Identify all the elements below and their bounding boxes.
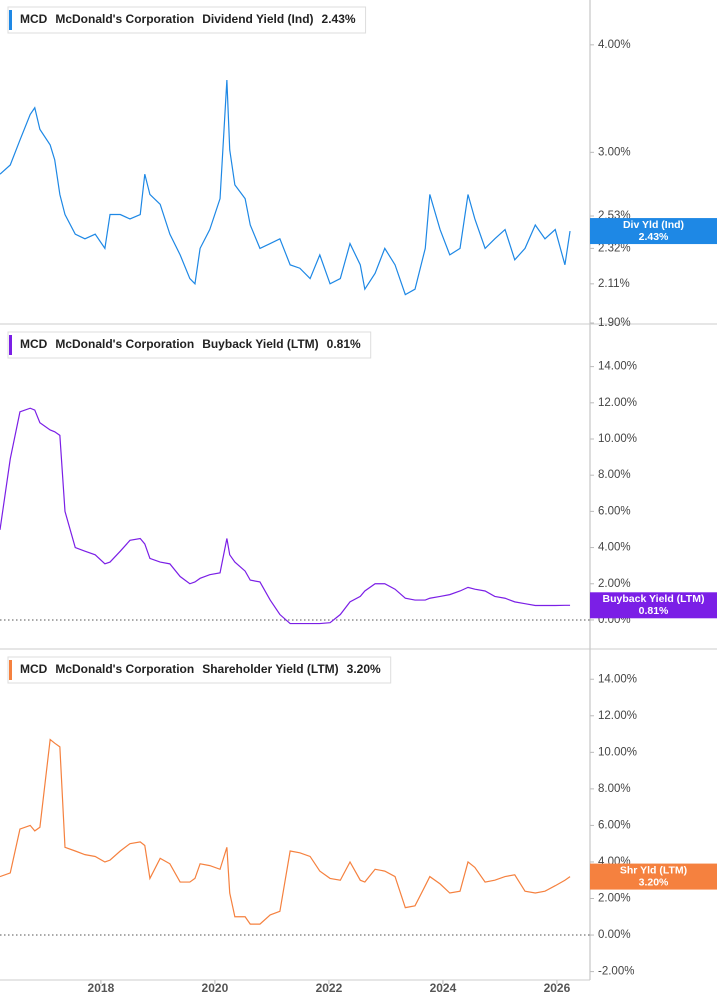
header-ticker: MCD xyxy=(20,12,48,26)
header: MCD McDonald's Corporation Dividend Yield … xyxy=(7,6,367,34)
y-tick-label: 10.00% xyxy=(598,433,637,445)
y-tick-label: 2.32% xyxy=(598,242,631,254)
x-tick-label: 2018 xyxy=(88,981,115,995)
y-tick-label: 4.00% xyxy=(598,39,631,51)
x-tick-label: 2022 xyxy=(316,981,343,995)
header-swatch xyxy=(9,10,12,30)
badge-value: 0.81% xyxy=(639,605,669,617)
value-badge xyxy=(590,218,717,245)
x-tick-label: 2024 xyxy=(430,981,457,995)
y-tick-label: 10.00% xyxy=(598,746,637,758)
header: MCD McDonald's Corporation Buyback Yield (… xyxy=(7,331,372,359)
header-ticker: MCD xyxy=(20,662,48,676)
header-value-label: 3.20% xyxy=(347,662,381,676)
badge-value: 2.43% xyxy=(639,231,669,243)
badge-name: Shr Yld (LTM) xyxy=(620,864,687,876)
header-metric: Shareholder Yield (LTM) xyxy=(202,662,338,676)
value-badge xyxy=(590,863,717,890)
y-tick-label: 2.11% xyxy=(598,278,630,290)
header-value-label: 2.43% xyxy=(322,12,356,26)
header-metric: Buyback Yield (LTM) xyxy=(202,337,318,351)
badge-value: 3.20% xyxy=(639,876,669,888)
y-tick-label: 12.00% xyxy=(598,710,637,722)
y-tick-label: 3.00% xyxy=(598,146,631,158)
header-ticker: MCD xyxy=(20,337,48,351)
series-line xyxy=(0,407,571,625)
y-tick-label: 8.00% xyxy=(598,469,631,481)
header-swatch xyxy=(9,335,12,355)
badge-name: Buyback Yield (LTM) xyxy=(603,593,705,605)
y-tick-label: 8.00% xyxy=(598,783,631,795)
y-tick-label: 2.00% xyxy=(598,578,631,590)
header: MCD McDonald's Corporation Shareholder Yie… xyxy=(7,656,392,684)
y-tick-label: 4.00% xyxy=(598,542,631,554)
header-value-label: 0.81% xyxy=(327,337,361,351)
y-tick-label: -2.00% xyxy=(598,966,634,978)
header-company: McDonald's Corporation xyxy=(55,12,194,26)
y-tick-label: 2.00% xyxy=(598,893,631,905)
header-swatch xyxy=(9,660,12,680)
y-tick-label: 14.00% xyxy=(598,673,637,685)
y-tick-label: 6.00% xyxy=(598,505,631,517)
y-tick-label: 1.90% xyxy=(598,317,631,329)
y-tick-label: 6.00% xyxy=(598,819,631,831)
header-box xyxy=(7,656,392,684)
series-line xyxy=(0,738,571,925)
header-box xyxy=(7,6,367,34)
badge-name: Div Yld (Ind) xyxy=(623,219,684,231)
value-badge xyxy=(590,592,717,619)
y-tick-label: 14.00% xyxy=(598,361,637,373)
x-tick-label: 2020 xyxy=(202,981,229,995)
header-metric: Dividend Yield (Ind) xyxy=(202,12,313,26)
y-tick-label: 12.00% xyxy=(598,397,637,409)
header-box xyxy=(7,331,372,359)
y-tick-label: 0.00% xyxy=(598,929,631,941)
x-tick-label: 2026 xyxy=(544,981,571,995)
series-line xyxy=(0,80,571,296)
header-company: McDonald's Corporation xyxy=(55,662,194,676)
header-company: McDonald's Corporation xyxy=(55,337,194,351)
